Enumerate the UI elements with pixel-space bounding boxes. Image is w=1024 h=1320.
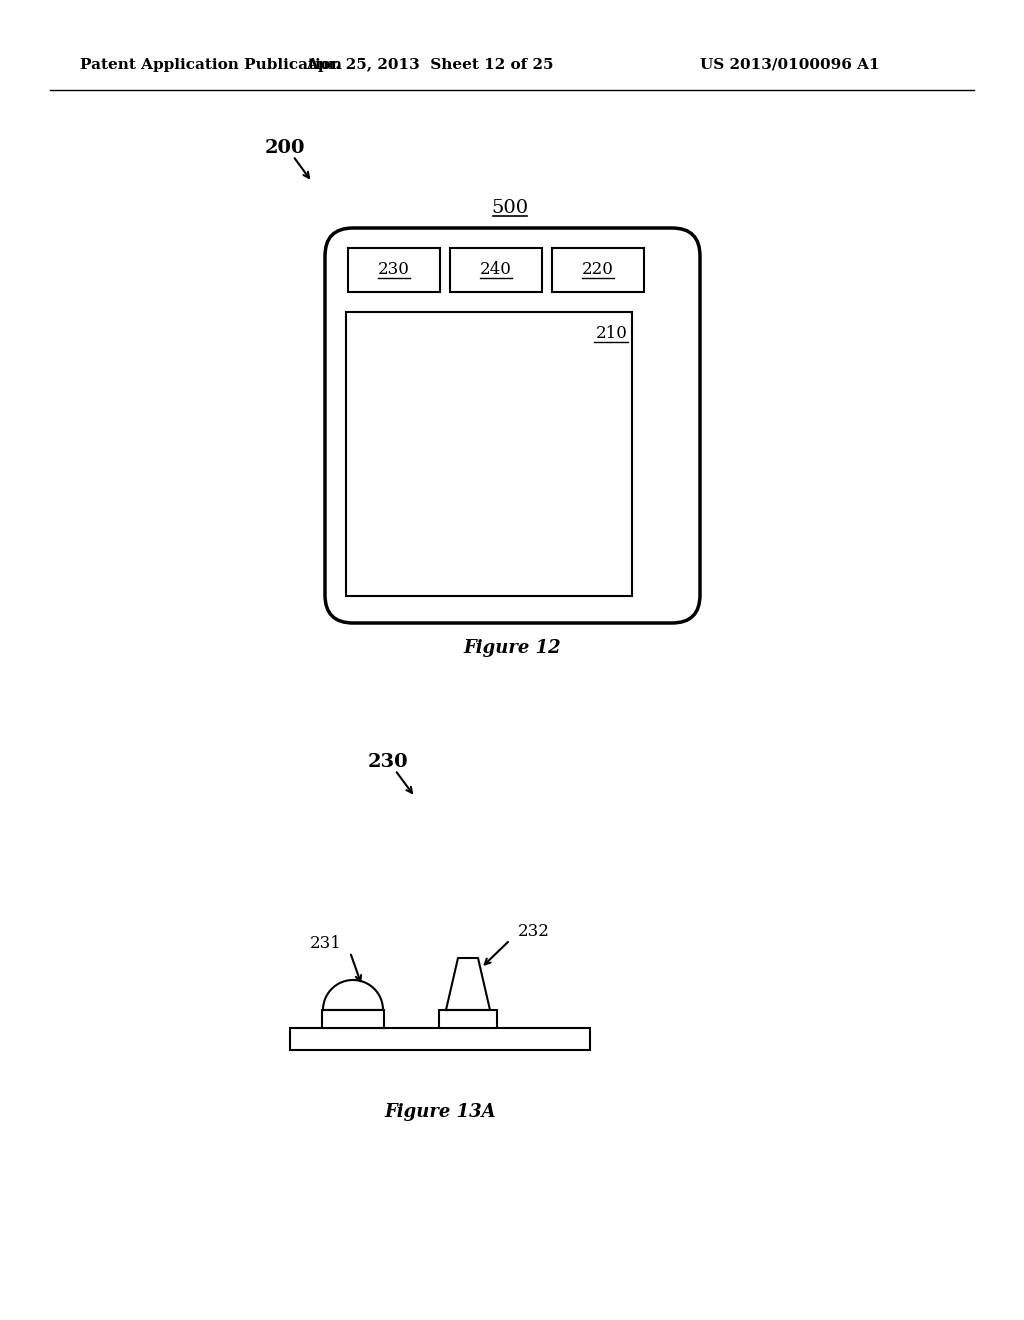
Bar [290, 1028, 590, 1049]
Text: 232: 232 [518, 924, 550, 940]
Text: 500: 500 [492, 199, 528, 216]
Text: 230: 230 [368, 752, 409, 771]
Text: 231: 231 [310, 936, 342, 953]
Bar [348, 248, 440, 292]
Text: 240: 240 [480, 261, 512, 279]
FancyBboxPatch shape [325, 228, 700, 623]
Text: 220: 220 [582, 261, 614, 279]
Text: 210: 210 [596, 326, 628, 342]
Bar [322, 1010, 384, 1028]
Text: 230: 230 [378, 261, 410, 279]
Text: Figure 12: Figure 12 [463, 639, 561, 657]
Bar [439, 1010, 497, 1028]
Bar [450, 248, 542, 292]
Text: Patent Application Publication: Patent Application Publication [80, 58, 342, 73]
Bar [346, 312, 632, 597]
Bar [552, 248, 644, 292]
Text: 200: 200 [265, 139, 305, 157]
Text: Figure 13A: Figure 13A [384, 1104, 496, 1121]
Text: US 2013/0100096 A1: US 2013/0100096 A1 [700, 58, 880, 73]
Text: Apr. 25, 2013  Sheet 12 of 25: Apr. 25, 2013 Sheet 12 of 25 [306, 58, 554, 73]
